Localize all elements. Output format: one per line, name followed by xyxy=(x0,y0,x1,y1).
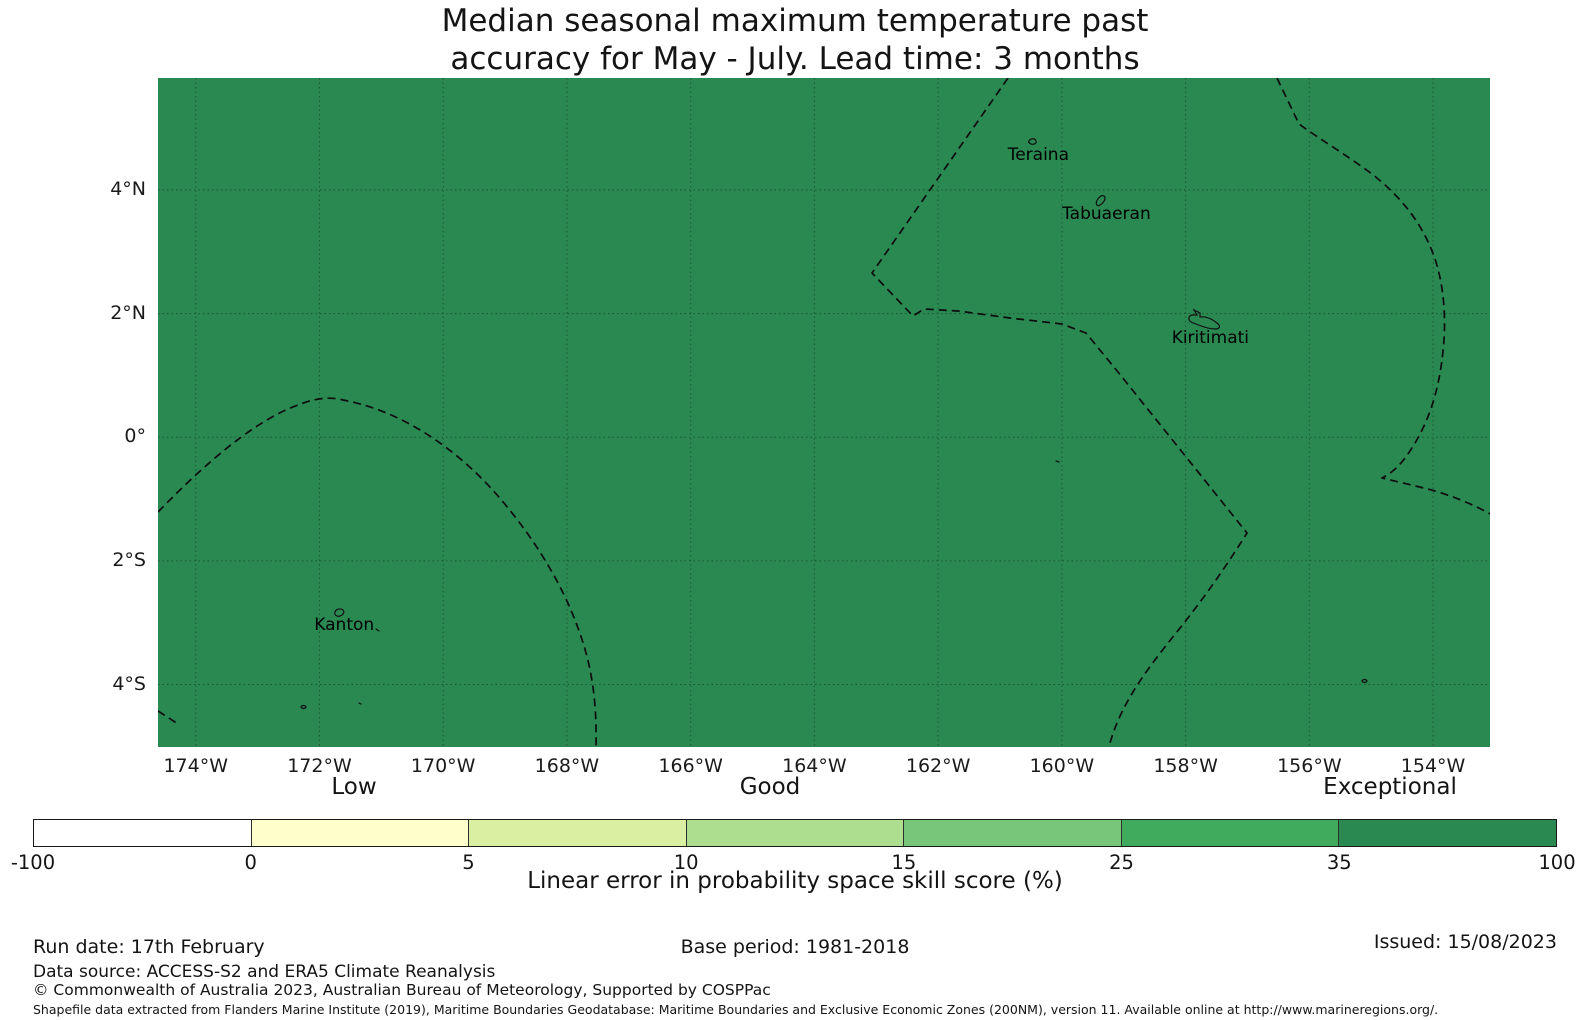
lon-tick-label: 160°W xyxy=(1029,755,1095,777)
kiritimati-island-outline xyxy=(1188,308,1221,330)
lon-tick-label: 170°W xyxy=(410,755,476,777)
colorbar-segment xyxy=(34,820,252,846)
eez-boundary-east xyxy=(1276,78,1490,515)
small-islet-5 xyxy=(1361,678,1368,684)
skill-category-good: Good xyxy=(739,774,801,800)
lat-tick-label: 4°S xyxy=(112,672,146,695)
lon-tick-label: 154°W xyxy=(1400,755,1466,777)
base-period-text: Base period: 1981-2018 xyxy=(680,936,910,958)
colorbar-tick-label: 15 xyxy=(891,851,917,874)
colorbar-tick-label: 5 xyxy=(462,851,475,874)
lon-tick-label: 162°W xyxy=(905,755,971,777)
skill-category-exceptional: Exceptional xyxy=(1323,774,1457,800)
lat-tick-label: 2°S xyxy=(112,548,146,571)
lon-tick-label: 164°W xyxy=(782,755,847,777)
lat-tick-label: 0° xyxy=(124,425,146,448)
colorbar-tick-label: 10 xyxy=(673,851,699,874)
island-label-teraina: Teraina xyxy=(1007,144,1069,165)
eez-boundary-corner-fragment xyxy=(158,710,179,725)
lon-tick-label: 174°W xyxy=(163,755,229,777)
colorbar-tick-label: 35 xyxy=(1326,851,1352,874)
shapefile-attribution-text: Shapefile data extracted from Flanders M… xyxy=(33,1002,1439,1017)
lon-tick-label: 166°W xyxy=(658,755,723,777)
issued-date-text: Issued: 15/08/2023 xyxy=(1373,931,1557,953)
map-overlay-graphics xyxy=(158,78,1490,747)
skill-category-low: Low xyxy=(331,774,377,800)
island-label-tabuaeran: Tabuaeran xyxy=(1062,204,1151,225)
colorbar-label: Linear error in probability space skill … xyxy=(527,868,1063,894)
lat-tick-label: 2°N xyxy=(110,301,146,324)
figure-title-line2: accuracy for May - July. Lead time: 3 mo… xyxy=(450,41,1140,77)
map-panel: Teraina Tabuaeran Kiritimati Kanton xyxy=(158,78,1490,747)
colorbar-segment xyxy=(1121,820,1340,846)
lon-tick-label: 168°W xyxy=(534,755,600,777)
small-islet-3 xyxy=(358,702,362,705)
small-islet-4 xyxy=(1055,460,1060,463)
data-source-text: Data source: ACCESS-S2 and ERA5 Climate … xyxy=(33,962,496,982)
island-label-kanton: Kanton xyxy=(314,615,375,636)
colorbar-segment xyxy=(904,820,1122,846)
copyright-text: © Commonwealth of Australia 2023, Austra… xyxy=(33,981,771,999)
colorbar-segment xyxy=(251,820,470,846)
island-label-kiritimati: Kiritimati xyxy=(1171,328,1250,349)
run-date-text: Run date: 17th February xyxy=(33,936,265,958)
figure-title-line1: Median seasonal maximum temperature past xyxy=(441,3,1149,39)
map-gridlines xyxy=(158,78,1490,747)
teraina-island-outline xyxy=(1028,138,1037,145)
small-islet-2 xyxy=(300,704,307,710)
figure-title: Median seasonal maximum temperature past… xyxy=(0,2,1590,78)
colorbar-segment xyxy=(1339,820,1557,846)
colorbar-tick-label: 25 xyxy=(1109,851,1134,874)
lon-tick-label: 158°W xyxy=(1153,755,1218,777)
colorbar-segment xyxy=(469,820,687,846)
lon-tick-label: 156°W xyxy=(1277,755,1342,777)
colorbar-segment xyxy=(686,820,905,846)
colorbar-tick-label: 0 xyxy=(244,851,257,874)
small-islet-1 xyxy=(375,628,380,632)
eez-boundary-central xyxy=(871,78,1248,747)
colorbar-tick-label: -100 xyxy=(10,851,56,874)
colorbar xyxy=(33,819,1557,847)
eez-boundary-west-arc xyxy=(158,397,597,747)
lat-tick-label: 4°N xyxy=(110,177,146,200)
colorbar-tick-label: 100 xyxy=(1538,851,1576,874)
lon-tick-label: 172°W xyxy=(287,755,352,777)
